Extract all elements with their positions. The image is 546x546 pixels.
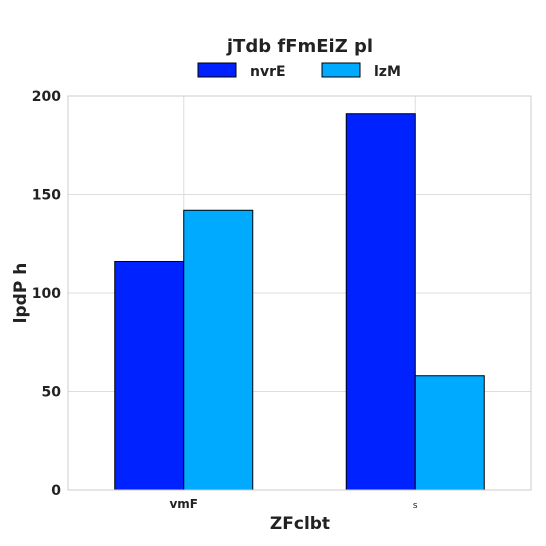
x-tick-label: vmF [169, 497, 198, 511]
legend: nvrE lzM [197, 62, 401, 80]
y-axis-label: lpdP h [11, 263, 31, 324]
legend-swatch-0 [197, 62, 237, 78]
plot-frame [67, 95, 532, 491]
bar-nvrE-s [345, 113, 416, 491]
x-axis-label: ZFclbt [270, 514, 330, 534]
legend-swatch-1 [321, 62, 361, 78]
legend-label-0: nvrE [250, 64, 286, 80]
bar-lzM-vmF [183, 209, 254, 491]
y-tick-label: 200 [32, 89, 61, 105]
y-tick-label: 0 [51, 483, 61, 499]
bar-lzM-s [414, 375, 485, 491]
legend-label-1: lzM [374, 64, 401, 80]
y-tick-label: 150 [32, 188, 61, 204]
x-tick-label: s [413, 501, 418, 511]
y-tick-label: 100 [32, 286, 61, 302]
bar-nvrE-vmF [114, 260, 185, 491]
y-axis-ticks: 0 50 100 150 200 [32, 89, 61, 499]
y-tick-label: 50 [42, 385, 62, 401]
bars [114, 113, 485, 491]
chart-title: jTdb fFmEiZ pl [226, 36, 373, 57]
x-axis-ticks: vmF s [169, 497, 417, 511]
